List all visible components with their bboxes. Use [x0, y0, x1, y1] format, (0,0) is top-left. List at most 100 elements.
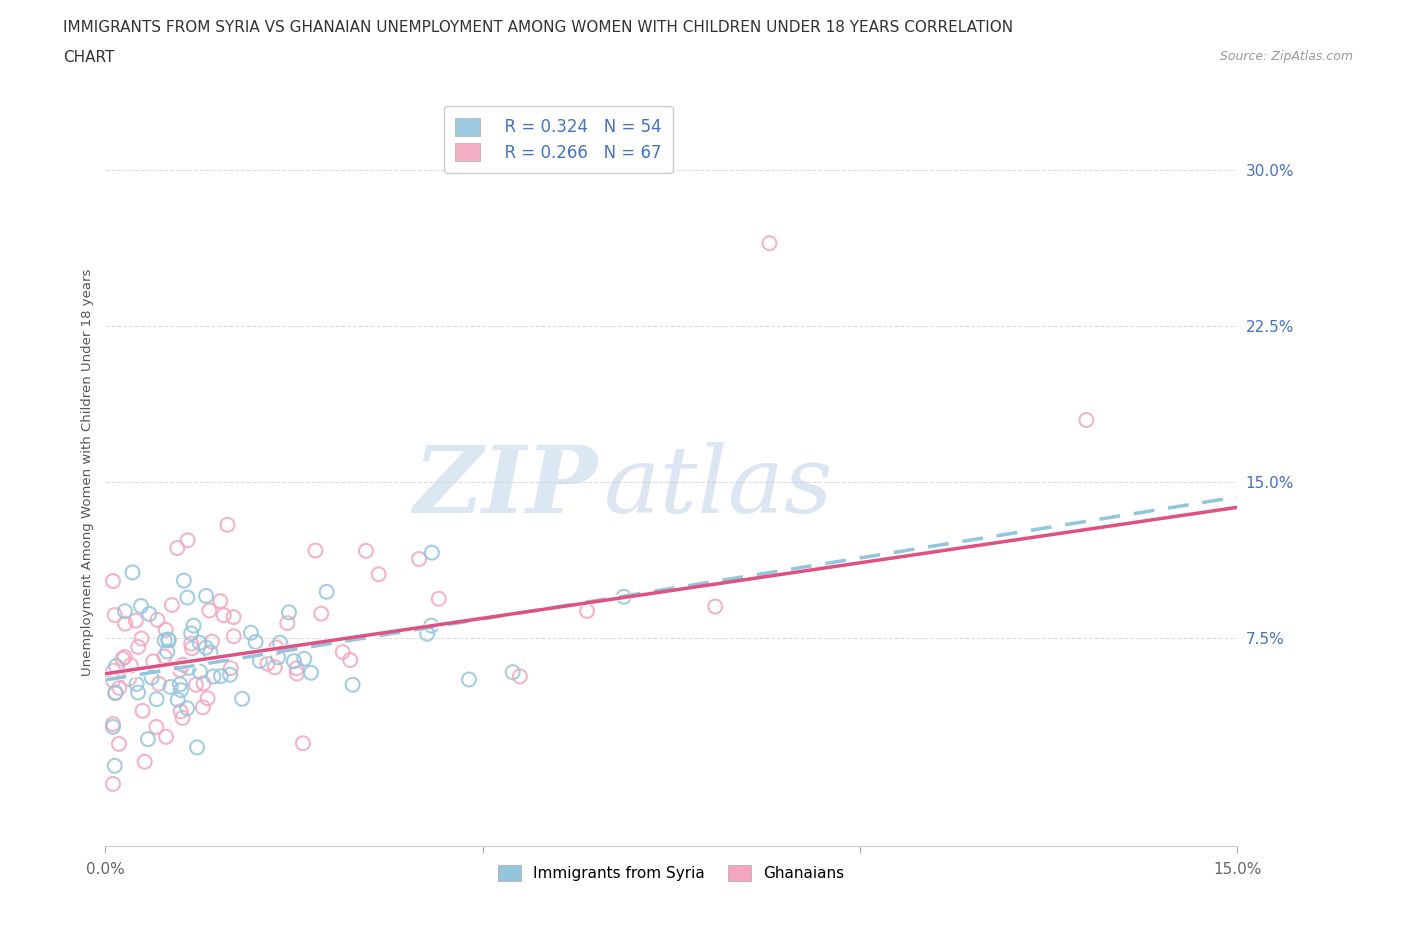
Point — [134, 754, 156, 769]
Point — [339, 653, 361, 668]
Point — [101, 720, 124, 735]
Text: ZIP: ZIP — [413, 442, 598, 532]
Point — [176, 533, 198, 548]
Point — [129, 599, 152, 614]
Point — [120, 658, 142, 672]
Point — [239, 625, 262, 640]
Point — [427, 591, 450, 606]
Point — [169, 662, 191, 677]
Point — [166, 692, 188, 707]
Point — [193, 676, 215, 691]
Point — [153, 633, 176, 648]
Point — [292, 651, 315, 666]
Point — [118, 671, 141, 686]
Point — [155, 729, 177, 744]
Point — [173, 573, 195, 588]
Point — [256, 657, 278, 671]
Point — [183, 618, 205, 633]
Point — [420, 545, 443, 560]
Point — [212, 608, 235, 623]
Point — [315, 584, 337, 599]
Point — [157, 633, 180, 648]
Point — [267, 650, 290, 665]
Point — [153, 649, 176, 664]
Point — [222, 610, 245, 625]
Text: CHART: CHART — [63, 50, 115, 65]
Point — [127, 640, 149, 655]
Point — [219, 668, 242, 683]
Point — [114, 604, 136, 618]
Point — [576, 604, 599, 618]
Point — [101, 717, 124, 732]
Point — [141, 670, 163, 684]
Point — [249, 654, 271, 669]
Point — [156, 644, 179, 659]
Point — [194, 640, 217, 655]
Point — [176, 701, 198, 716]
Point — [502, 665, 524, 680]
Point — [125, 677, 148, 692]
Point — [145, 692, 167, 707]
Point — [342, 677, 364, 692]
Point — [332, 644, 354, 659]
Point — [160, 598, 183, 613]
Point — [276, 616, 298, 631]
Point — [278, 604, 301, 619]
Point — [222, 629, 245, 644]
Point — [103, 663, 125, 678]
Point — [704, 599, 727, 614]
Point — [311, 606, 333, 621]
Point — [105, 658, 128, 673]
Point — [458, 672, 481, 687]
Point — [209, 593, 232, 608]
Point — [104, 685, 127, 700]
Point — [169, 704, 191, 719]
Point — [291, 736, 314, 751]
Point — [758, 236, 780, 251]
Point — [201, 634, 224, 649]
Point — [269, 635, 291, 650]
Point — [613, 590, 636, 604]
Point — [101, 673, 124, 688]
Point — [157, 632, 180, 647]
Point — [283, 654, 305, 669]
Y-axis label: Unemployment Among Women with Children Under 18 years: Unemployment Among Women with Children U… — [82, 268, 94, 676]
Point — [104, 758, 127, 773]
Point — [138, 606, 160, 621]
Point — [136, 732, 159, 747]
Point — [202, 669, 225, 684]
Point — [114, 617, 136, 631]
Point — [266, 640, 288, 655]
Text: atlas: atlas — [603, 442, 832, 532]
Point — [111, 651, 134, 666]
Point — [170, 683, 193, 698]
Point — [408, 551, 430, 566]
Point — [180, 636, 202, 651]
Point — [131, 703, 153, 718]
Point — [146, 612, 169, 627]
Point — [114, 649, 136, 664]
Point — [159, 680, 181, 695]
Point — [1076, 413, 1098, 428]
Point — [245, 634, 267, 649]
Point — [191, 700, 214, 715]
Point — [209, 669, 232, 684]
Point — [354, 543, 377, 558]
Point — [184, 677, 207, 692]
Point — [166, 540, 188, 555]
Point — [304, 543, 326, 558]
Point — [101, 777, 124, 791]
Point — [420, 618, 443, 633]
Point — [200, 645, 222, 660]
Point — [121, 565, 143, 580]
Point — [125, 613, 148, 628]
Point — [177, 660, 200, 675]
Point — [263, 660, 285, 675]
Point — [195, 589, 218, 604]
Point — [101, 574, 124, 589]
Point — [299, 665, 322, 680]
Point — [180, 626, 202, 641]
Point — [172, 711, 194, 725]
Point — [104, 685, 127, 700]
Legend: Immigrants from Syria, Ghanaians: Immigrants from Syria, Ghanaians — [492, 859, 851, 887]
